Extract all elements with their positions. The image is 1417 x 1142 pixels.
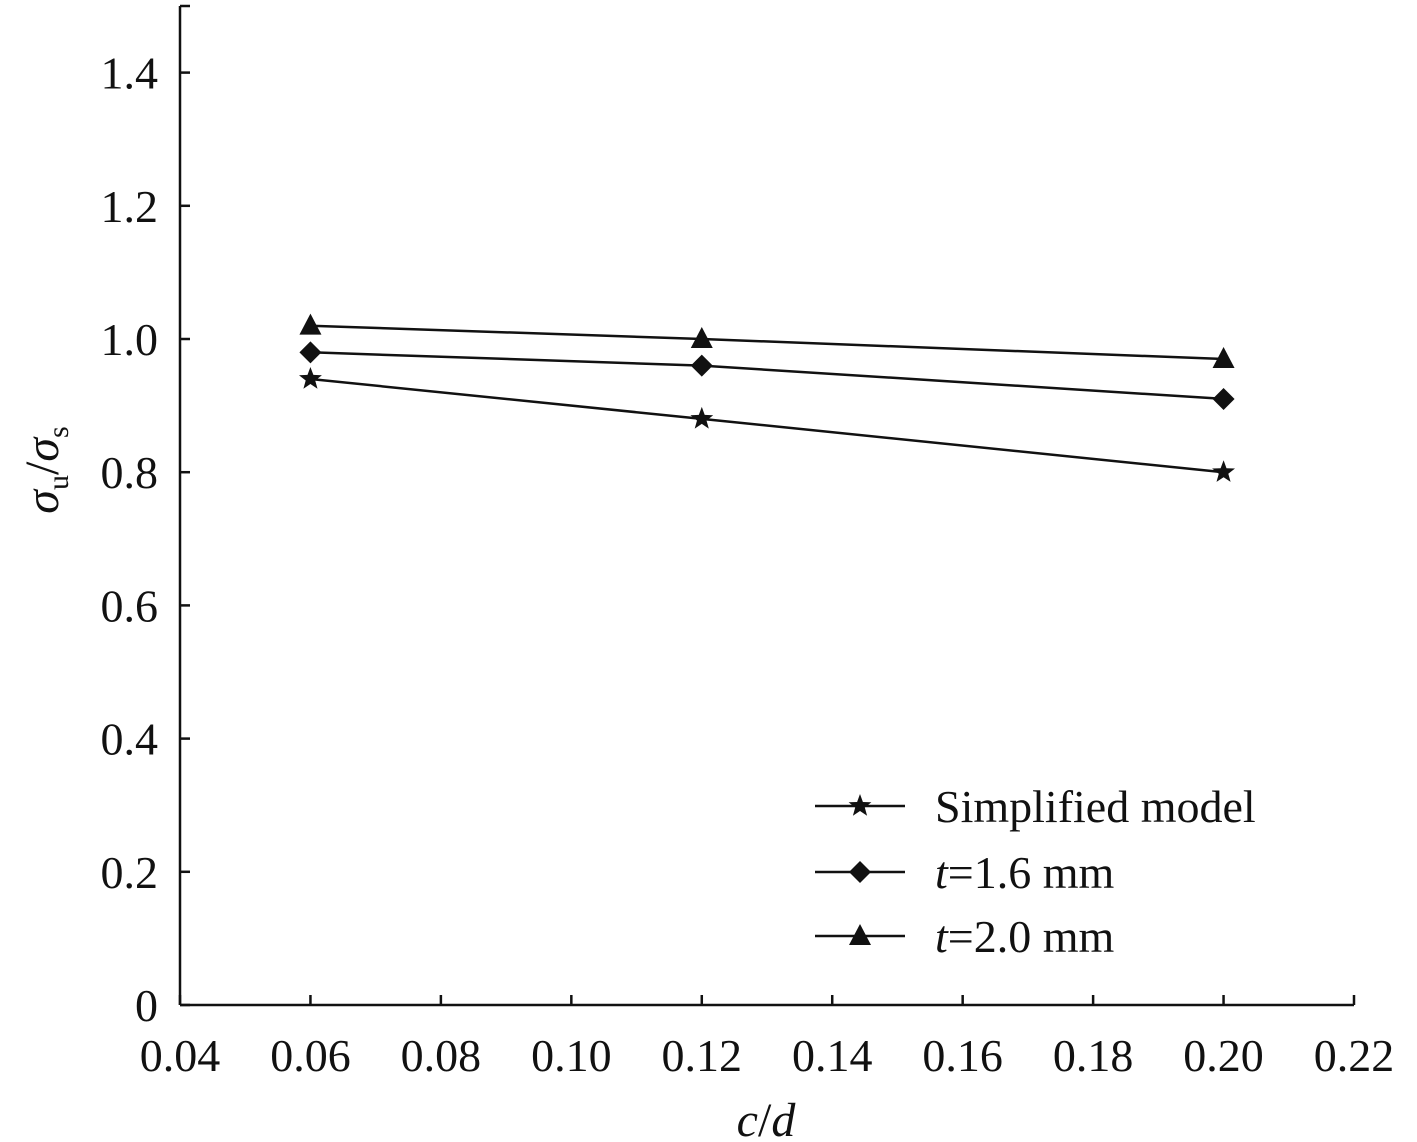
x-tick-label: 0.16 (922, 1030, 1003, 1081)
x-label-right: d (771, 1094, 796, 1142)
series-line (310, 324, 1224, 361)
legend-entry: t=1.6 mm (815, 847, 1115, 898)
x-tick-label: 0.12 (662, 1030, 743, 1081)
y-label-denominator-sub: s (42, 426, 75, 438)
series-star (299, 367, 1235, 482)
x-axis-label: c/d (737, 1094, 797, 1142)
data-point-star (690, 406, 714, 429)
legend-label: Simplified model (935, 781, 1256, 832)
x-tick-label: 0.18 (1053, 1030, 1134, 1081)
series-triangle (299, 313, 1235, 368)
data-point-star (1212, 460, 1235, 482)
axes: 0 0.2 0.4 0.6 0.8 1.0 1.2 1.4 0.04 0.06 0.08 0.10 0.… (101, 4, 1395, 1081)
data-point-diamond (1212, 387, 1235, 410)
data-point-triangle (1212, 346, 1235, 368)
y-tick-label: 1.4 (101, 48, 159, 99)
x-tick-label: 0.10 (531, 1030, 612, 1081)
x-tick-label: 0.20 (1183, 1030, 1264, 1081)
legend-entry: t=2.0 mm (815, 911, 1115, 962)
legend-label-text: =2.0 mm (948, 911, 1115, 962)
legend-marker-diamond (849, 861, 871, 883)
legend-label: t=1.6 mm (935, 847, 1115, 898)
series-diamond (299, 341, 1235, 410)
y-tick-label: 0.6 (101, 580, 159, 631)
y-label-numerator: σ (16, 488, 69, 514)
legend-label-text: Simplified model (935, 781, 1256, 832)
legend-marker-triangle (849, 924, 871, 945)
x-tick-label: 0.14 (792, 1030, 873, 1081)
x-label-separator: / (758, 1094, 772, 1142)
y-tick-label: 0.4 (101, 714, 159, 765)
data-point-star (299, 367, 322, 389)
y-tick-label: 0.8 (101, 447, 159, 498)
y-tick-label: 0.2 (101, 847, 159, 898)
data-point-diamond (299, 341, 322, 364)
legend-label-prefix: t (935, 911, 949, 962)
data-point-triangle (299, 313, 322, 335)
y-label-denominator: σ (16, 436, 69, 462)
data-point-triangle (690, 327, 713, 348)
x-tick-label: 0.22 (1314, 1030, 1395, 1081)
y-axis-label: σu/σs (16, 426, 75, 513)
data-point-diamond (690, 354, 713, 377)
legend-label-text: =1.6 mm (948, 847, 1115, 898)
legend-entry: Simplified model (815, 781, 1256, 832)
series-group (299, 313, 1235, 482)
x-label-left: c (737, 1094, 758, 1142)
y-tick-label: 1.0 (101, 314, 159, 365)
legend-label-prefix: t (935, 847, 949, 898)
y-label-numerator-sub: u (42, 475, 75, 490)
legend-label: t=2.0 mm (935, 911, 1115, 962)
legend-marker-star (848, 794, 872, 816)
y-tick-label: 0 (135, 980, 158, 1031)
x-tick-label: 0.08 (401, 1030, 482, 1081)
y-label-separator: / (16, 461, 69, 475)
x-tick-label: 0.06 (270, 1030, 351, 1081)
x-tick-label: 0.04 (140, 1030, 221, 1081)
axis-labels: σu/σs c/d (16, 426, 796, 1142)
y-tick-label: 1.2 (101, 181, 159, 232)
series-line (310, 377, 1224, 474)
